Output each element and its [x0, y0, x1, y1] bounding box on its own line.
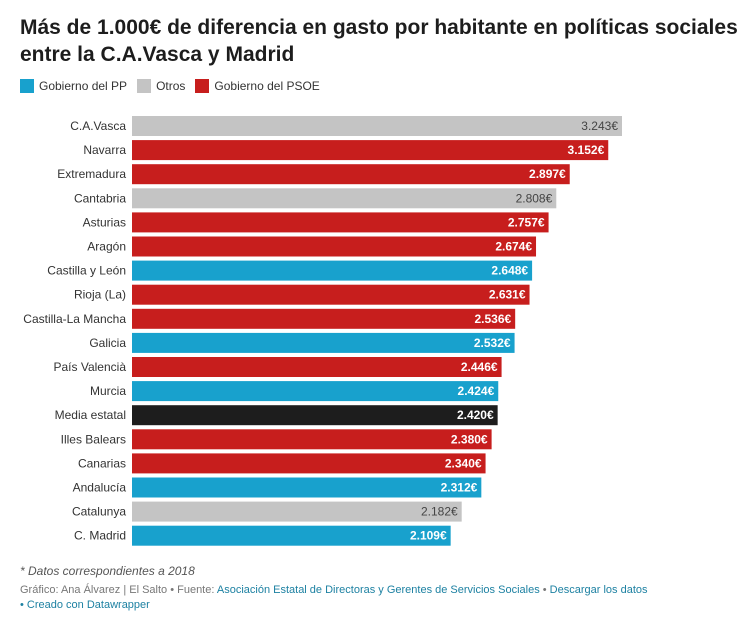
value-label-castilla-la-mancha: 2.536€ [474, 312, 511, 326]
value-label-asturias: 2.757€ [508, 215, 545, 229]
value-label-castilla-y-leon: 2.648€ [491, 264, 528, 278]
value-label-c-madrid: 2.109€ [410, 529, 447, 543]
category-label-murcia: Murcia [90, 384, 126, 398]
credits: Gráfico: Ana Álvarez | El Salto • Fuente… [20, 583, 740, 598]
value-label-murcia: 2.424€ [458, 384, 495, 398]
category-label-aragon: Aragón [87, 240, 126, 254]
chart-legend: Gobierno del PP Otros Gobierno del PSOE [20, 79, 330, 93]
bar-andalucia [132, 477, 482, 498]
value-label-pais-valencia: 2.446€ [461, 360, 498, 374]
created-prefix: • [20, 599, 27, 611]
legend-item-psoe: Gobierno del PSOE [195, 79, 320, 93]
category-label-canarias: Canarias [78, 456, 126, 470]
source-link[interactable]: Asociación Estatal de Directoras y Geren… [216, 584, 540, 596]
category-label-media-estatal: Media estatal [55, 408, 126, 422]
legend-label-psoe: Gobierno del PSOE [214, 79, 320, 93]
value-label-rioja-la: 2.631€ [489, 288, 526, 302]
value-label-andalucia: 2.312€ [441, 481, 478, 495]
legend-label-pp: Gobierno del PP [39, 79, 128, 93]
value-label-cantabria: 2.808€ [516, 191, 553, 205]
bar-aragon [132, 236, 537, 257]
bar-illes-balears [132, 429, 492, 450]
category-label-extremadura: Extremadura [57, 167, 126, 181]
bar-chart: C.A.Vasca 3.243€ Navarra 3.152€ Extremadura 2… [23, 116, 622, 546]
value-label-c-a-vasca: 3.243€ [581, 119, 618, 133]
value-label-navarra: 3.152€ [568, 143, 605, 157]
bar-extremadura [132, 164, 570, 185]
datawrapper-link[interactable]: Creado con Datawrapper [26, 599, 150, 611]
bar-castilla-la-mancha [132, 308, 516, 329]
category-label-galicia: Galicia [89, 336, 126, 350]
category-label-catalunya: Catalunya [72, 505, 126, 519]
legend-swatch-pp [20, 79, 34, 93]
category-label-castilla-y-leon: Castilla y León [47, 264, 126, 278]
category-label-asturias: Asturias [83, 215, 126, 229]
separator: • [539, 584, 550, 596]
category-label-rioja-la: Rioja (La) [74, 288, 126, 302]
bar-media-estatal [132, 405, 498, 426]
legend-item-pp: Gobierno del PP [20, 79, 127, 93]
bar-rioja-la [132, 284, 530, 305]
value-label-extremadura: 2.897€ [529, 167, 566, 181]
legend-swatch-otros [137, 79, 152, 93]
category-label-andalucia: Andalucía [73, 481, 127, 495]
legend-label-otros: Otros [156, 79, 186, 93]
value-label-media-estatal: 2.420€ [457, 408, 494, 422]
bar-pais-valencia [132, 357, 502, 377]
legend-swatch-psoe [195, 79, 210, 93]
category-label-pais-valencia: País Valencià [54, 360, 127, 374]
bar-c-a-vasca [132, 116, 622, 136]
created-with: • Creado con Datawrapper [20, 598, 740, 613]
category-label-navarra: Navarra [83, 143, 126, 157]
category-label-castilla-la-mancha: Castilla-La Mancha [23, 312, 126, 326]
footnote: * Datos correspondientes a 2018 [20, 564, 195, 578]
value-label-catalunya: 2.182€ [421, 505, 458, 519]
chart-title: Más de 1.000€ de diferencia en gasto por… [20, 16, 738, 66]
bar-canarias [132, 453, 486, 474]
category-label-cantabria: Cantabria [74, 191, 126, 205]
bar-asturias [132, 212, 549, 233]
bar-castilla-y-leon [132, 260, 533, 281]
credit-text: Gráfico: Ana Álvarez | El Salto • Fuente… [20, 584, 217, 596]
category-label-illes-balears: Illes Balears [61, 432, 126, 446]
bar-galicia [132, 332, 515, 353]
chart-footer: * Datos correspondientes a 2018 Gráfico:… [20, 564, 740, 613]
value-label-aragon: 2.674€ [495, 240, 532, 254]
category-label-c-madrid: C. Madrid [74, 529, 126, 543]
value-label-galicia: 2.532€ [474, 336, 511, 350]
value-label-canarias: 2.340€ [445, 456, 482, 470]
bar-cantabria [132, 188, 557, 209]
legend-item-otros: Otros [137, 79, 185, 93]
bar-navarra [132, 140, 609, 161]
bar-murcia [132, 381, 499, 402]
bar-catalunya [132, 501, 462, 522]
download-data-link[interactable]: Descargar los datos [549, 584, 648, 596]
category-label-c-a-vasca: C.A.Vasca [70, 119, 126, 133]
value-label-illes-balears: 2.380€ [451, 432, 488, 446]
bar-c-madrid [132, 525, 451, 546]
